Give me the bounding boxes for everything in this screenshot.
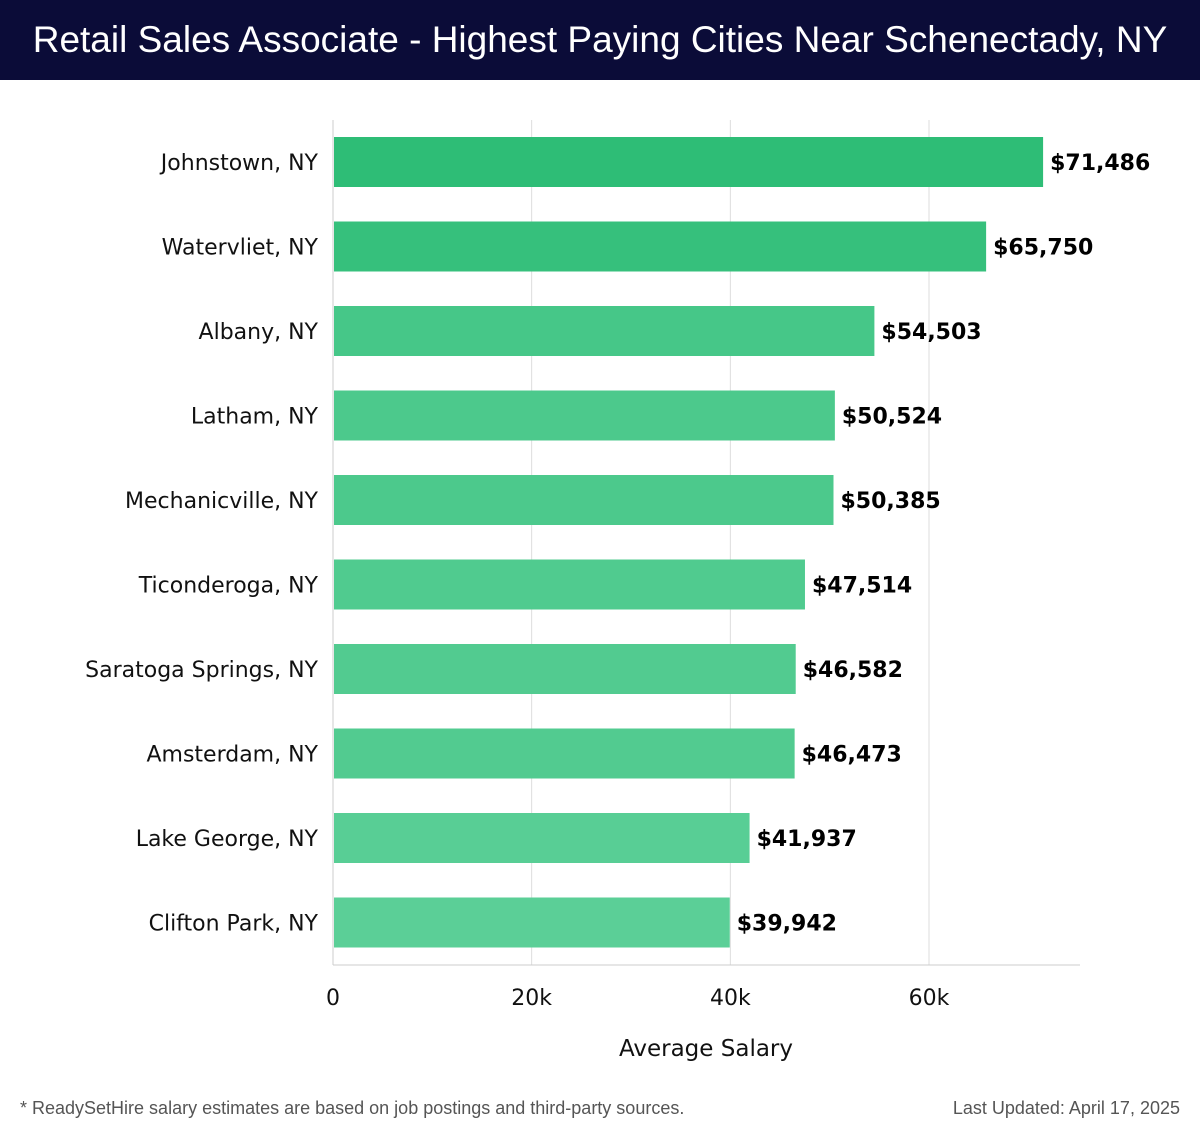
bar [334,644,796,694]
category-label: Watervliet, NY [162,236,319,261]
category-label: Mechanicville, NY [125,489,319,514]
category-label: Albany, NY [199,320,319,345]
data-label: $41,937 [757,827,857,852]
bar [334,559,805,610]
data-label: $71,486 [1050,151,1150,176]
bar [334,221,987,272]
data-label: $54,503 [881,320,981,345]
bar-chart: Johnstown, NY $71,486 Watervliet, NY $65,75… [85,120,1150,1062]
x-tick-label: 0 [326,986,340,1011]
data-label: $46,582 [803,658,903,683]
category-label: Clifton Park, NY [149,912,319,937]
x-axis-title: Average Salary [619,1036,793,1062]
bar [334,137,1044,187]
category-label: Amsterdam, NY [146,743,318,768]
x-tick-label: 20k [511,986,552,1011]
category-label: Lake George, NY [136,827,319,852]
last-updated: Last Updated: April 17, 2025 [952,1098,1180,1118]
bar [334,728,795,779]
category-label: Ticonderoga, NY [138,574,319,599]
category-label: Latham, NY [191,405,319,430]
x-tick-label: 40k [710,986,751,1011]
category-label: Saratoga Springs, NY [85,658,318,683]
chart-title: Retail Sales Associate - Highest Paying … [0,0,1200,80]
bar [334,813,750,863]
footer-note: * ReadySetHire salary estimates are base… [20,1098,685,1118]
bar [334,897,730,948]
data-label: $50,524 [842,405,942,430]
category-label: Johnstown, NY [159,151,319,176]
data-label: $46,473 [802,743,902,768]
data-label: $65,750 [993,236,1093,261]
data-label: $39,942 [737,912,837,937]
bar [334,475,834,525]
data-label: $50,385 [840,489,940,514]
data-label: $47,514 [812,574,912,599]
bar [334,306,875,356]
bar [334,390,835,441]
x-tick-label: 60k [909,986,950,1011]
